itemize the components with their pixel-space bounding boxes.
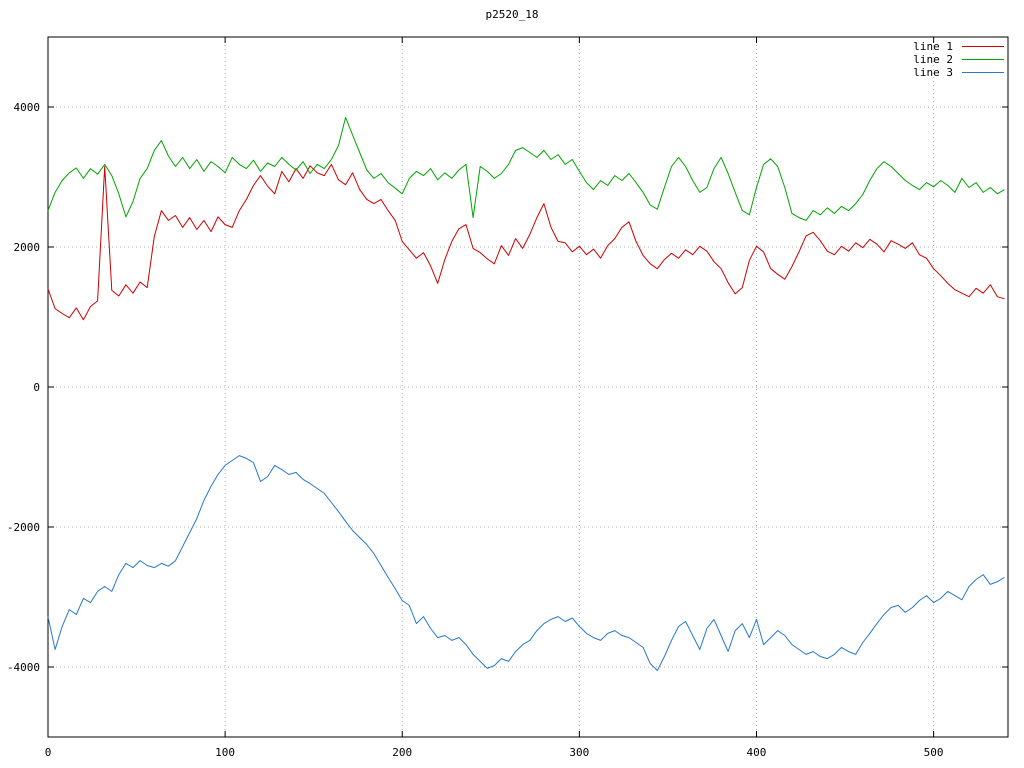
legend-entry: line 2 — [913, 54, 1004, 65]
y-tick-label: 2000 — [14, 241, 41, 254]
legend-line-sample — [962, 46, 1004, 47]
legend-entry: line 3 — [913, 67, 1004, 78]
x-tick-label: 100 — [215, 746, 235, 759]
plot-border — [47, 36, 1009, 738]
series-line — [47, 117, 1005, 221]
y-tick-label: 0 — [33, 381, 40, 394]
series-line — [47, 455, 1005, 671]
x-tick-label: 500 — [924, 746, 944, 759]
y-tick-label: -4000 — [7, 661, 40, 674]
legend-label: line 3 — [913, 66, 953, 79]
x-tick-label: 400 — [747, 746, 767, 759]
chart-title: p2520_18 — [485, 8, 539, 21]
y-tick-label: 4000 — [14, 101, 41, 114]
x-tick-label: 200 — [392, 746, 412, 759]
legend-line-sample — [962, 72, 1004, 73]
legend-label: line 2 — [913, 53, 953, 66]
x-tick-label: 0 — [45, 746, 52, 759]
x-tick-label: 300 — [569, 746, 589, 759]
y-tick-label: -2000 — [7, 521, 40, 534]
series-line — [47, 163, 1005, 321]
legend-line-sample — [962, 59, 1004, 60]
legend-label: line 1 — [913, 40, 953, 53]
legend-entry: line 1 — [913, 41, 1004, 52]
legend: line 1 line 2 line 3 — [913, 41, 1004, 78]
